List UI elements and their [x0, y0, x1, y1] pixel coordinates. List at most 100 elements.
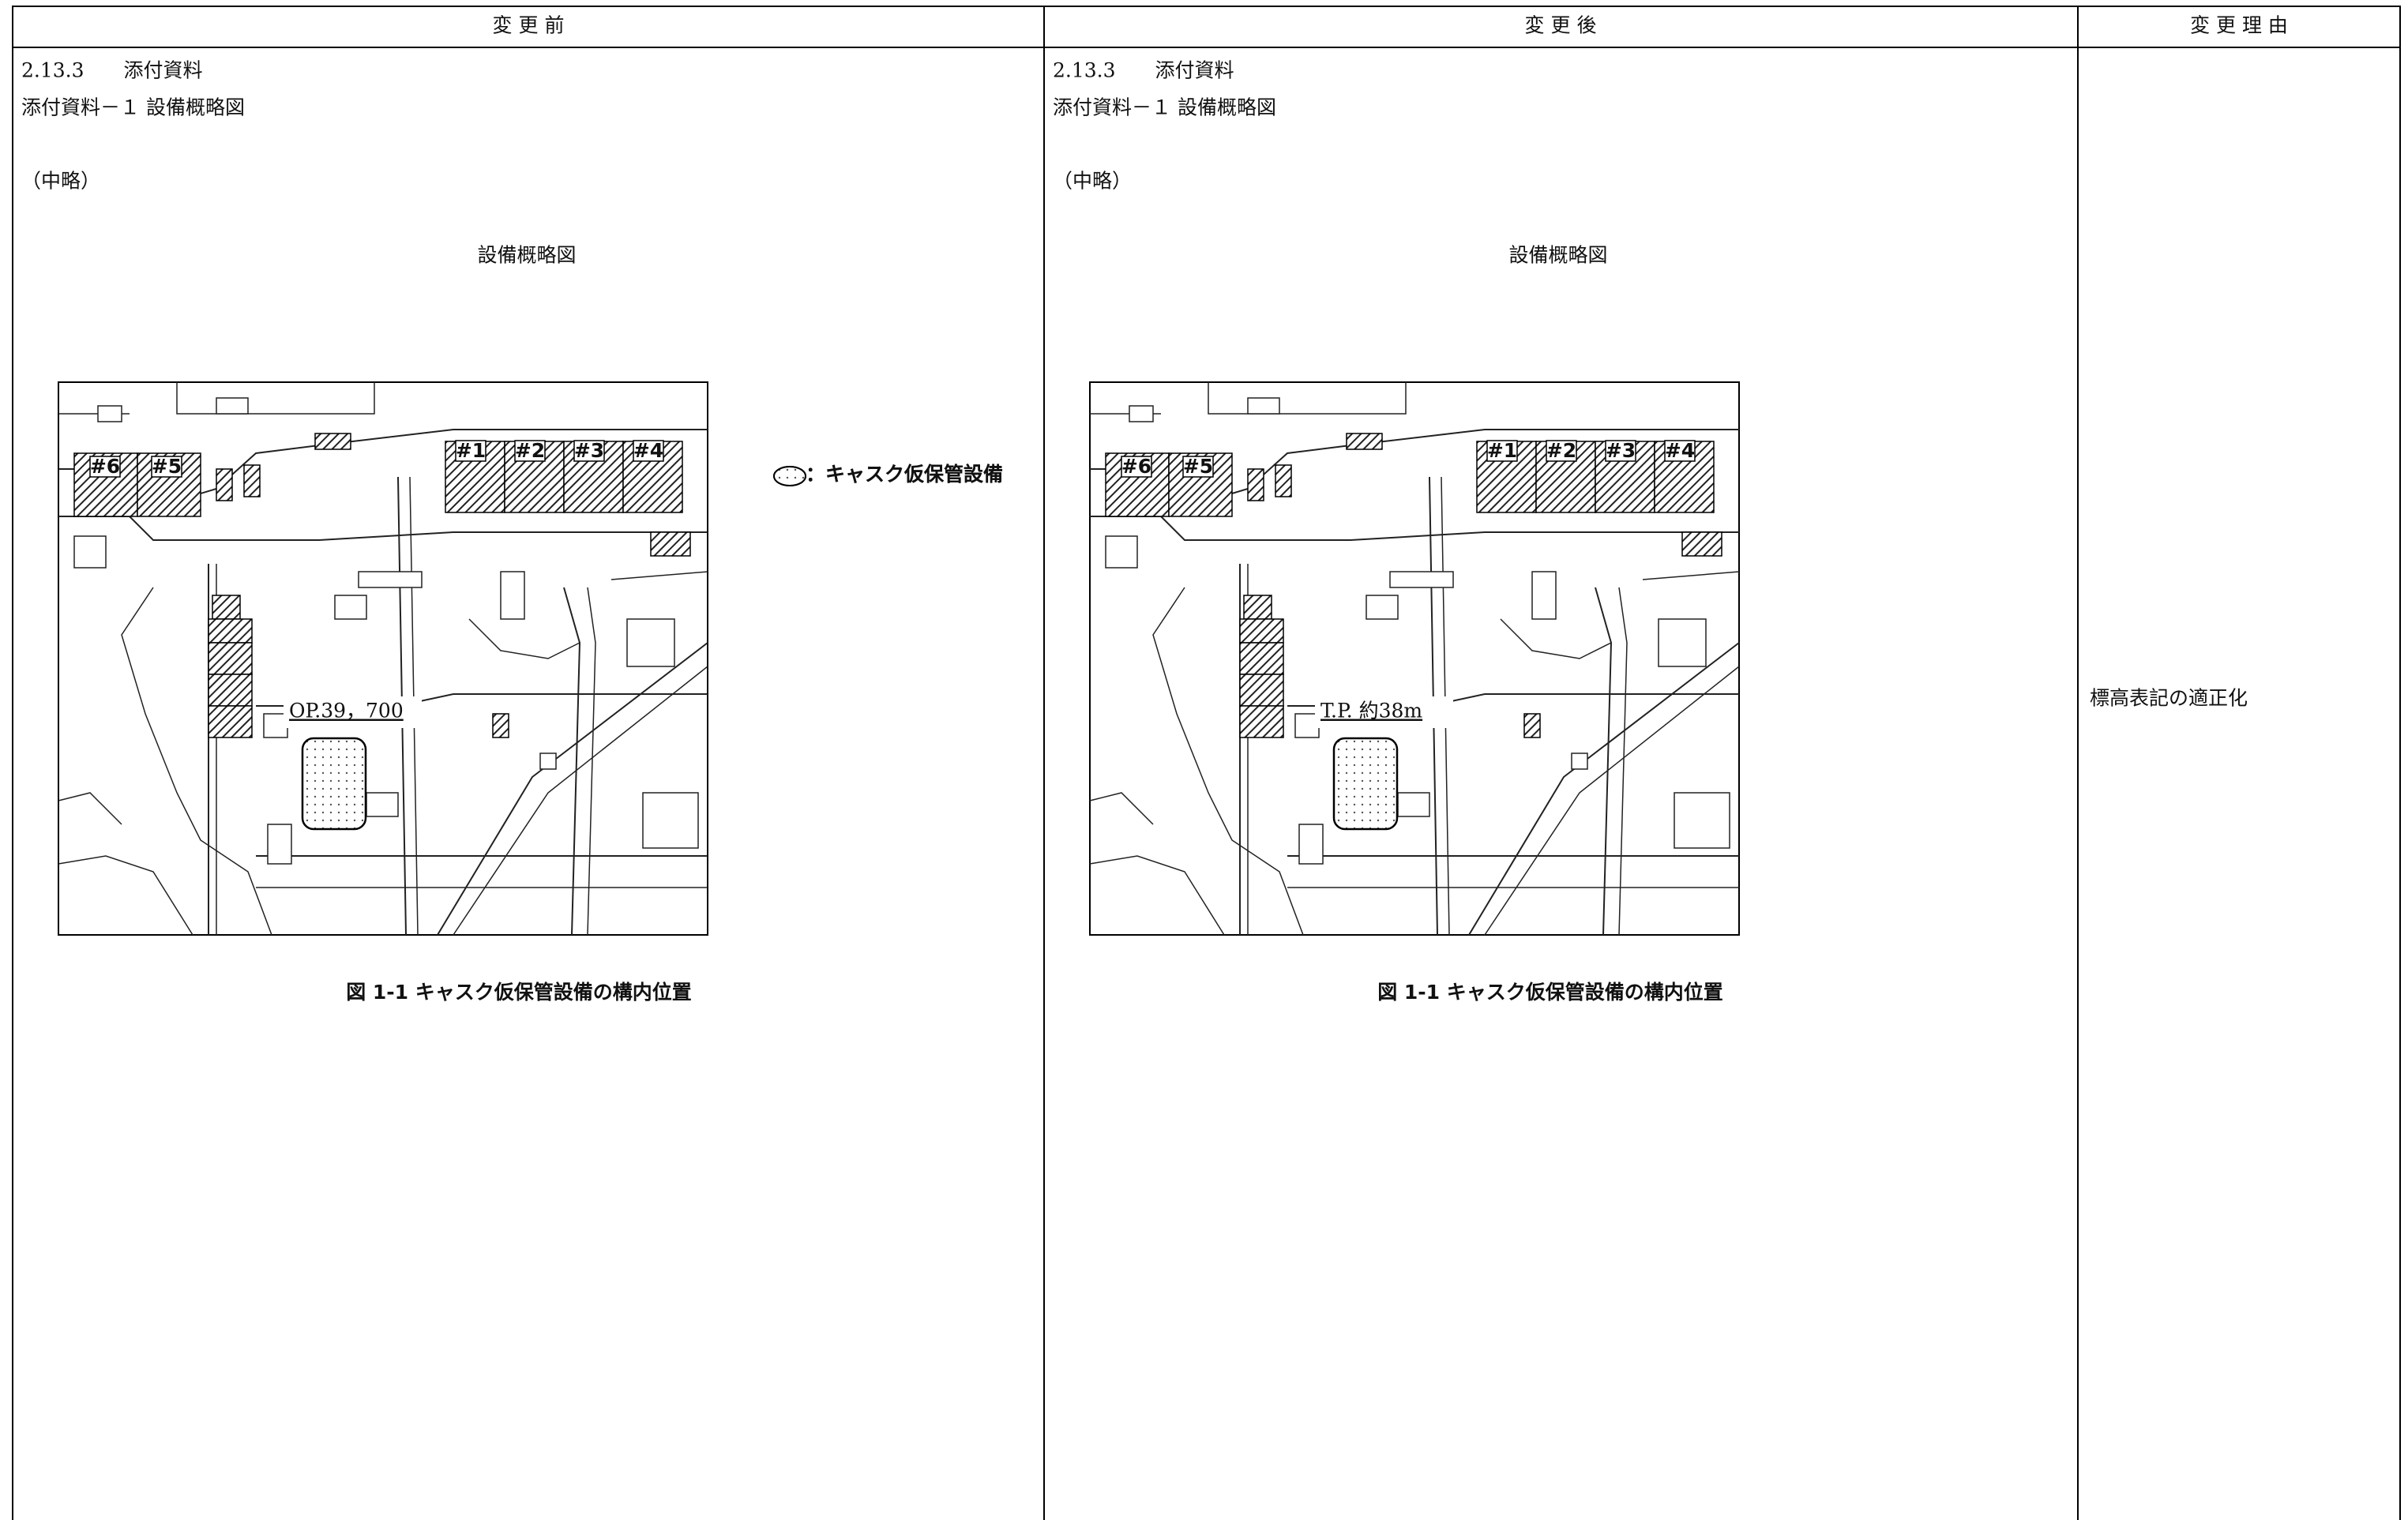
building: [1239, 674, 1284, 707]
building: [1239, 705, 1284, 738]
building: [216, 468, 233, 501]
structure: [267, 824, 292, 865]
table-border: [12, 6, 2401, 1520]
unit-label-box: [1605, 440, 1636, 462]
road: [1500, 618, 1612, 659]
building: [650, 531, 691, 557]
structure: [358, 571, 423, 588]
structure: [1397, 792, 1430, 817]
road: [1468, 642, 1740, 936]
change-reason: 標高表記の適正化: [2090, 687, 2248, 710]
unit-label: #2: [1546, 439, 1576, 462]
road: [1089, 855, 1225, 936]
road: [1618, 587, 1628, 936]
unit-label: #2: [515, 439, 545, 462]
structure: [626, 618, 675, 667]
road: [176, 382, 375, 415]
building: [243, 464, 261, 497]
elevation-label: T.P. 約38m: [1320, 700, 1422, 722]
structure: [97, 405, 122, 422]
legend-symbol: [773, 466, 806, 486]
header-before: 変 更 前: [493, 14, 565, 37]
unit-label-box: [1121, 456, 1152, 478]
figure-caption: 図 1-1 キャスク仮保管設備の構内位置: [346, 981, 692, 1004]
structure: [1389, 571, 1454, 588]
building: [208, 674, 253, 707]
road: [121, 587, 272, 936]
omitted-note: （中略）: [21, 170, 100, 193]
building: [208, 642, 253, 675]
structure: [1129, 405, 1154, 422]
structure: [500, 571, 525, 620]
table-frame: [12, 6, 2401, 1520]
road: [58, 855, 193, 936]
structure: [1531, 571, 1557, 620]
unit-label-box: [1486, 440, 1518, 462]
road: [587, 587, 596, 936]
unit-label: #1: [456, 439, 486, 462]
unit-label: #4: [633, 439, 663, 462]
road: [58, 792, 122, 825]
building: [208, 618, 253, 644]
legend-label: ：キャスク仮保管設備: [806, 463, 1003, 486]
figure-title: 設備概略図: [477, 244, 576, 267]
elevation-label-box: [1315, 696, 1453, 728]
structure: [1674, 792, 1730, 849]
legend-label: ：キャスク仮保管設備: [806, 463, 1003, 486]
structure: [334, 595, 367, 620]
unit-label-box: [1664, 440, 1696, 462]
unit-label-box: [89, 456, 121, 478]
structure: [1298, 824, 1324, 865]
unit-label-box: [633, 440, 664, 462]
building: [1239, 642, 1284, 675]
road: [1642, 571, 1740, 580]
unit-label: #6: [90, 455, 120, 478]
road: [610, 571, 708, 580]
figure-title: 設備概略図: [1508, 244, 1607, 267]
structure: [1571, 752, 1588, 770]
road: [1208, 382, 1407, 415]
road: [468, 618, 580, 659]
cask-storage-area: [301, 737, 367, 831]
unit-label: #3: [574, 439, 604, 462]
header-reason: 変 更 理 由: [2190, 14, 2288, 37]
structure: [216, 397, 249, 415]
structure: [1247, 397, 1280, 415]
building: [1681, 531, 1722, 557]
building: [1275, 464, 1292, 497]
structure: [366, 792, 399, 817]
structure: [1366, 595, 1399, 620]
road: [1152, 587, 1304, 936]
building: [1239, 618, 1284, 644]
unit-label-box: [455, 440, 486, 462]
section-heading: 2.13.3 添付資料: [21, 59, 203, 82]
building: [1523, 713, 1541, 738]
road: [437, 642, 708, 936]
site-map: #6 #5 #1 #2 #3 #4 OP.39，700: [58, 381, 708, 936]
unit-label-box: [514, 440, 546, 462]
road: [1089, 792, 1154, 825]
building: [1346, 433, 1383, 450]
structure: [1658, 618, 1707, 667]
unit-label: #5: [152, 455, 182, 478]
omitted-note: （中略）: [1053, 170, 1132, 193]
unit-label-box: [1546, 440, 1577, 462]
cask-storage-area: [1332, 737, 1399, 831]
building: [314, 433, 351, 450]
attachment-heading: 添付資料－１ 設備概略図: [1053, 96, 1276, 119]
unit-label: #4: [1665, 439, 1695, 462]
unit-label: #1: [1487, 439, 1517, 462]
site-map: #6 #5 #1 #2 #3 #4 T.P. 約38m: [1089, 381, 1740, 936]
figure-caption: 図 1-1 キャスク仮保管設備の構内位置: [1377, 981, 1723, 1004]
structure: [1105, 535, 1138, 569]
structure: [642, 792, 699, 849]
unit-label: #3: [1606, 439, 1636, 462]
building: [492, 713, 509, 738]
building: [208, 705, 253, 738]
section-heading: 2.13.3 添付資料: [1053, 59, 1234, 82]
attachment-heading: 添付資料－１ 設備概略図: [21, 96, 245, 119]
header-after: 変 更 後: [1525, 14, 1597, 37]
